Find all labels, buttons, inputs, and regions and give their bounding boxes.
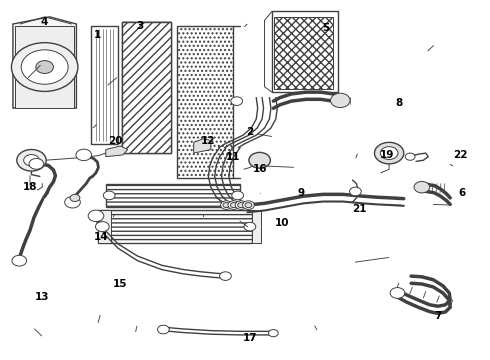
- Bar: [176, 26, 233, 178]
- Circle shape: [88, 210, 104, 222]
- Text: 18: 18: [23, 182, 37, 192]
- Bar: [15, 26, 74, 108]
- Text: 21: 21: [353, 204, 367, 214]
- Circle shape: [380, 147, 398, 159]
- Text: 8: 8: [395, 98, 403, 108]
- Bar: [122, 22, 171, 153]
- Circle shape: [414, 181, 430, 193]
- Circle shape: [12, 255, 26, 266]
- Bar: [272, 12, 338, 92]
- Circle shape: [17, 149, 46, 171]
- Circle shape: [249, 152, 270, 168]
- Circle shape: [21, 50, 68, 84]
- Circle shape: [158, 325, 169, 334]
- Text: 1: 1: [94, 30, 101, 40]
- Circle shape: [244, 222, 256, 231]
- Circle shape: [11, 42, 78, 91]
- Circle shape: [29, 158, 44, 169]
- Bar: [122, 22, 171, 153]
- Bar: [98, 211, 252, 243]
- Circle shape: [223, 203, 230, 208]
- Circle shape: [228, 201, 240, 210]
- Circle shape: [232, 191, 244, 200]
- Text: 12: 12: [201, 136, 216, 145]
- Bar: [91, 26, 118, 144]
- Circle shape: [36, 60, 53, 73]
- Circle shape: [24, 154, 39, 166]
- Circle shape: [103, 191, 115, 200]
- Text: 2: 2: [246, 127, 253, 136]
- Polygon shape: [194, 139, 211, 153]
- Circle shape: [65, 197, 80, 208]
- Circle shape: [231, 97, 243, 105]
- Circle shape: [220, 201, 232, 210]
- Text: 17: 17: [243, 333, 257, 343]
- Text: 22: 22: [453, 150, 467, 160]
- Circle shape: [405, 153, 415, 160]
- Text: 6: 6: [459, 188, 466, 198]
- Text: 4: 4: [40, 17, 48, 27]
- Text: 14: 14: [94, 232, 108, 242]
- Bar: [274, 17, 333, 89]
- Circle shape: [390, 288, 405, 298]
- Circle shape: [96, 222, 109, 231]
- Text: 19: 19: [380, 150, 394, 160]
- Circle shape: [70, 194, 80, 202]
- Circle shape: [374, 142, 404, 164]
- Bar: [252, 211, 261, 243]
- Circle shape: [269, 329, 278, 337]
- Bar: [98, 211, 111, 243]
- Text: 5: 5: [322, 23, 329, 33]
- Circle shape: [238, 203, 245, 208]
- Text: 16: 16: [252, 164, 267, 174]
- Circle shape: [349, 187, 361, 196]
- Circle shape: [243, 201, 254, 210]
- Text: 15: 15: [113, 279, 128, 289]
- Text: 13: 13: [35, 292, 49, 302]
- Text: 10: 10: [274, 218, 289, 228]
- Text: 20: 20: [108, 136, 123, 145]
- Text: 9: 9: [297, 188, 305, 198]
- Circle shape: [245, 203, 252, 208]
- Text: 3: 3: [136, 21, 144, 31]
- Circle shape: [235, 201, 247, 210]
- Polygon shape: [106, 146, 128, 157]
- Circle shape: [331, 93, 350, 108]
- Circle shape: [220, 272, 231, 280]
- Text: 7: 7: [434, 311, 441, 321]
- Circle shape: [76, 149, 92, 161]
- Text: 11: 11: [225, 152, 240, 162]
- Bar: [106, 184, 240, 207]
- Circle shape: [230, 203, 237, 208]
- Polygon shape: [13, 17, 76, 108]
